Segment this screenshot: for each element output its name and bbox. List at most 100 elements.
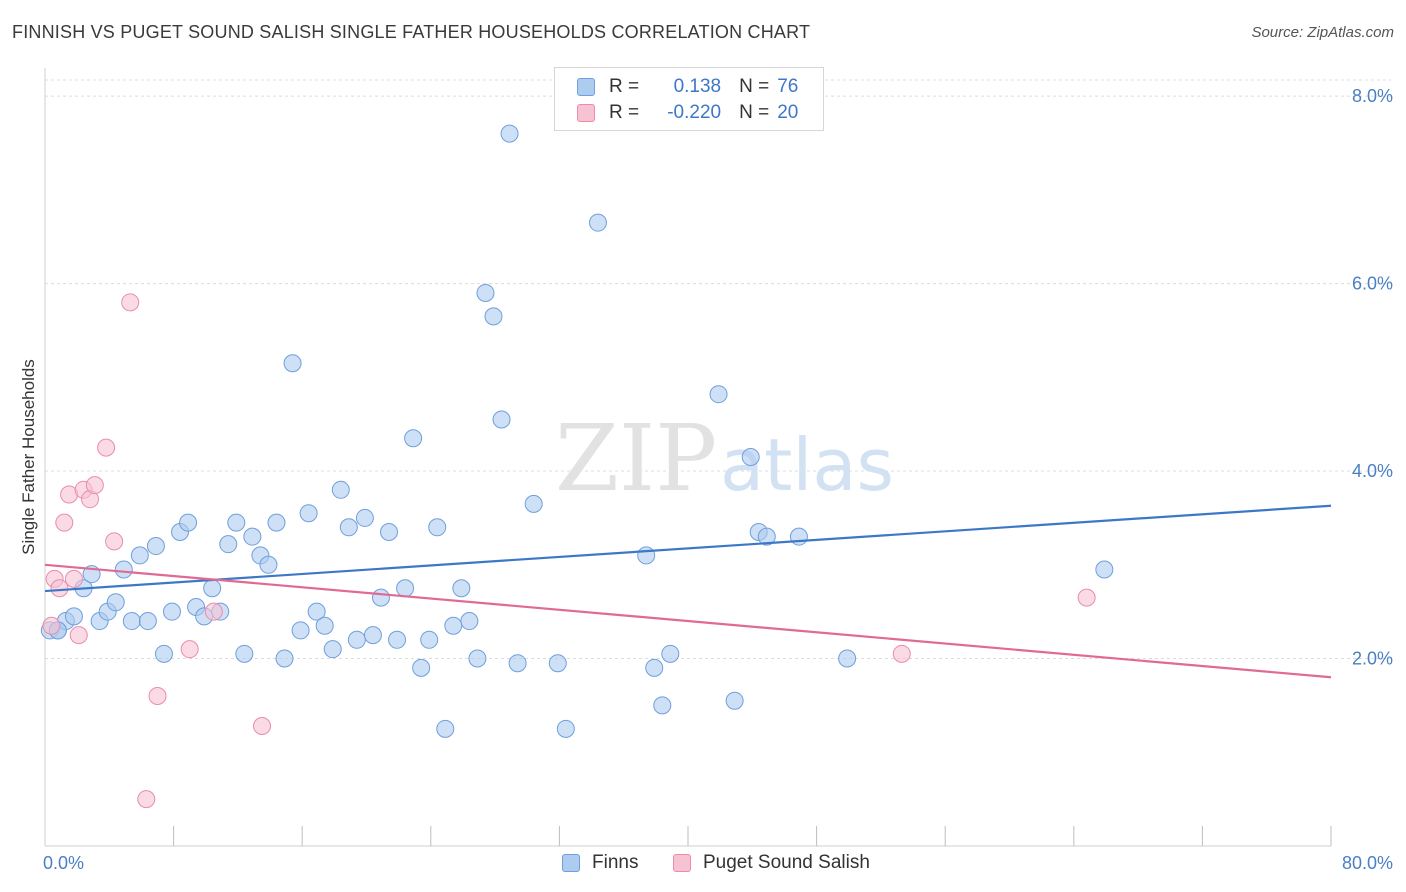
grid-layer [45, 79, 1391, 660]
finns-point [412, 658, 431, 677]
legend-salish-swatch [673, 854, 691, 872]
y-tick-label: 6.0% [1352, 274, 1393, 294]
finns-point [154, 644, 173, 663]
finns-point [741, 448, 760, 466]
finns-point [524, 494, 543, 513]
finns-point [130, 546, 149, 565]
salish-point [1077, 588, 1096, 607]
x-tick-label-max: 80.0% [1342, 853, 1393, 873]
finns-point [661, 644, 680, 663]
finns-point [339, 518, 358, 537]
chart-source: Source: ZipAtlas.com [1251, 24, 1394, 41]
salish-point [42, 616, 61, 635]
finns-point [259, 555, 278, 574]
finns-point [283, 354, 302, 373]
finns-point [460, 612, 479, 631]
finns-point [275, 649, 294, 668]
finns-point [179, 513, 198, 532]
finns-point [452, 579, 471, 598]
finns-point [645, 658, 664, 677]
y-tick-label: 2.0% [1352, 649, 1393, 669]
finns-point [476, 283, 495, 302]
finns-point [484, 307, 503, 326]
finns-trend-line [44, 504, 1332, 593]
y-tick-label: 4.0% [1352, 461, 1393, 481]
salish-point [55, 513, 74, 532]
salish-point [253, 717, 272, 736]
finns-point [500, 124, 519, 143]
salish-n-value: 20 [777, 102, 799, 123]
chart-title: FINNISH VS PUGET SOUND SALISH SINGLE FAT… [12, 22, 811, 42]
finns-point [371, 588, 390, 607]
legend-row-finns: R = 0.138 N = 76 [577, 75, 798, 99]
legend-item-finns: Finns [562, 852, 638, 874]
watermark-zip: ZIP [555, 405, 717, 512]
salish-point [97, 438, 116, 457]
finns-point [299, 504, 318, 523]
salish-point [892, 644, 911, 663]
finns-n-label: N = [739, 76, 770, 97]
tick-layer: 2.0% 4.0% 6.0% 8.0% 0.0% 80.0% [43, 86, 1393, 873]
finns-point [838, 649, 857, 668]
finns-point [653, 696, 672, 715]
finns-r-label: R = [609, 76, 640, 97]
points-layer [40, 124, 1114, 809]
salish-point [85, 476, 104, 495]
finns-point [789, 527, 808, 546]
finns-point [315, 616, 334, 635]
finns-point [235, 644, 254, 663]
finns-point [637, 546, 656, 565]
y-tick-label: 8.0% [1352, 86, 1393, 106]
salish-point [137, 790, 156, 809]
salish-point [148, 687, 167, 706]
salish-point [64, 569, 83, 588]
finns-swatch [577, 78, 595, 96]
finns-point [347, 630, 366, 649]
finns-point [428, 518, 447, 537]
finns-point [227, 513, 246, 532]
finns-point [323, 640, 342, 659]
x-tick-label-min: 0.0% [43, 853, 84, 873]
finns-point [331, 480, 350, 499]
finns-point [404, 429, 423, 448]
finns-point [1095, 560, 1114, 579]
finns-point [556, 719, 575, 738]
finns-point [436, 719, 455, 738]
watermark: ZIP atlas [555, 405, 894, 512]
finns-point [492, 410, 511, 429]
finns-point [203, 579, 222, 598]
legend-finns-swatch [562, 854, 580, 872]
finns-point [709, 385, 728, 404]
finns-point [291, 621, 310, 640]
finns-r-value: 0.138 [673, 76, 722, 97]
legend-item-salish: Puget Sound Salish [673, 852, 870, 874]
salish-r-label: R = [609, 102, 640, 123]
legend-finns-label: Finns [592, 852, 639, 873]
salish-n-label: N = [739, 102, 770, 123]
salish-r-value: -0.220 [667, 102, 722, 123]
finns-point [122, 612, 141, 631]
y-axis-label: Single Father Households [19, 359, 38, 555]
salish-point [69, 626, 88, 645]
legend-salish-label: Puget Sound Salish [703, 852, 870, 873]
finns-point [388, 630, 407, 649]
finns-point [307, 602, 326, 621]
finns-point [468, 649, 487, 668]
salish-swatch [577, 104, 595, 122]
finns-point [114, 560, 133, 579]
salish-point [180, 640, 199, 659]
finns-point [420, 630, 439, 649]
finns-point [267, 513, 286, 532]
finns-point [138, 612, 157, 631]
finns-point [106, 593, 125, 612]
finns-point [162, 602, 181, 621]
salish-point [105, 532, 124, 551]
finns-point [243, 527, 262, 546]
watermark-atlas: atlas [720, 423, 894, 507]
finns-point [146, 537, 165, 556]
salish-point [204, 602, 223, 621]
salish-point [121, 293, 140, 312]
finns-point [219, 535, 238, 554]
finns-point [548, 654, 567, 673]
